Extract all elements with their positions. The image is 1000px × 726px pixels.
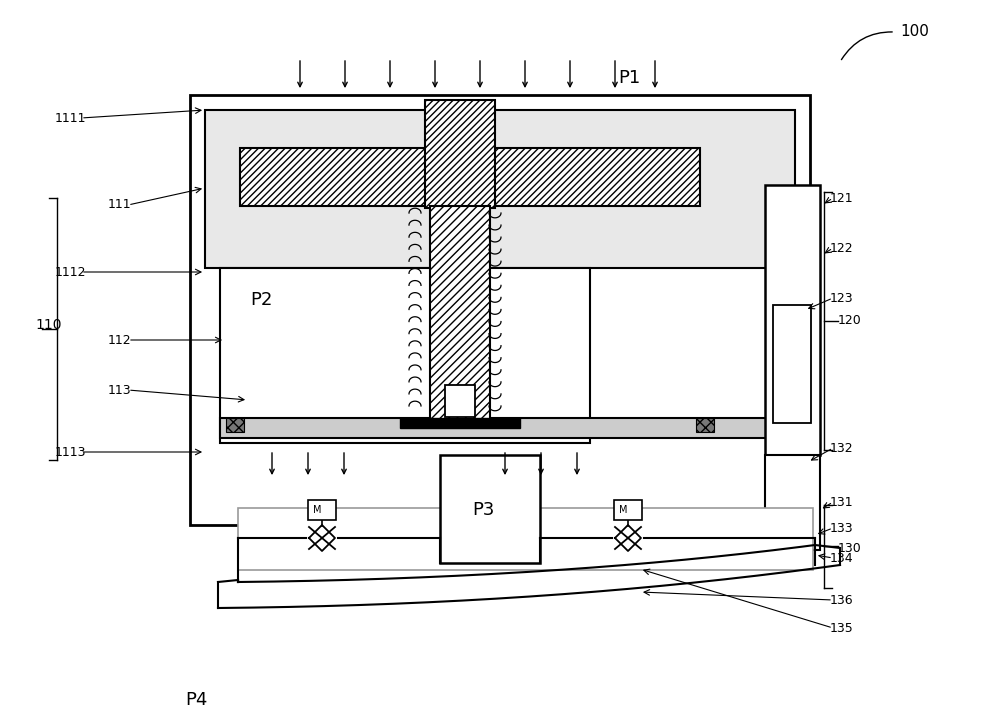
Text: P2: P2 bbox=[250, 291, 272, 309]
Text: 120: 120 bbox=[838, 314, 862, 327]
Text: 131: 131 bbox=[830, 496, 854, 508]
Bar bbox=[220, 418, 790, 438]
Bar bbox=[440, 455, 540, 563]
Bar bbox=[226, 418, 244, 432]
Bar bbox=[240, 148, 700, 206]
Bar bbox=[220, 268, 590, 443]
Text: 113: 113 bbox=[108, 383, 132, 396]
Text: P1: P1 bbox=[618, 69, 640, 87]
Bar bbox=[205, 110, 795, 268]
Text: M: M bbox=[313, 505, 322, 515]
Bar bbox=[190, 95, 810, 525]
Bar bbox=[765, 185, 820, 455]
Text: 121: 121 bbox=[830, 192, 854, 205]
Bar bbox=[765, 455, 820, 550]
Text: 132: 132 bbox=[830, 441, 854, 454]
Text: M: M bbox=[619, 505, 628, 515]
Text: 130: 130 bbox=[838, 542, 862, 555]
Bar bbox=[308, 500, 336, 520]
Text: 133: 133 bbox=[830, 521, 854, 534]
Text: 110: 110 bbox=[35, 318, 62, 332]
Text: 123: 123 bbox=[830, 292, 854, 304]
Bar bbox=[400, 418, 520, 428]
Text: 1113: 1113 bbox=[55, 446, 87, 459]
Text: P4: P4 bbox=[185, 691, 207, 709]
Text: 100: 100 bbox=[900, 25, 929, 39]
Text: 135: 135 bbox=[830, 621, 854, 635]
Bar bbox=[696, 418, 714, 432]
Bar bbox=[430, 206, 490, 421]
Text: 111: 111 bbox=[108, 198, 132, 211]
Text: P3: P3 bbox=[472, 501, 494, 519]
Bar bbox=[773, 305, 811, 423]
Bar bbox=[614, 500, 642, 520]
Text: 122: 122 bbox=[830, 242, 854, 255]
Text: 112: 112 bbox=[108, 333, 132, 346]
Bar bbox=[425, 100, 495, 208]
Text: 1112: 1112 bbox=[55, 266, 87, 279]
Text: 1111: 1111 bbox=[55, 112, 87, 124]
Text: 136: 136 bbox=[830, 593, 854, 606]
Bar bbox=[445, 385, 475, 417]
Text: 134: 134 bbox=[830, 552, 854, 565]
Bar bbox=[238, 508, 813, 570]
